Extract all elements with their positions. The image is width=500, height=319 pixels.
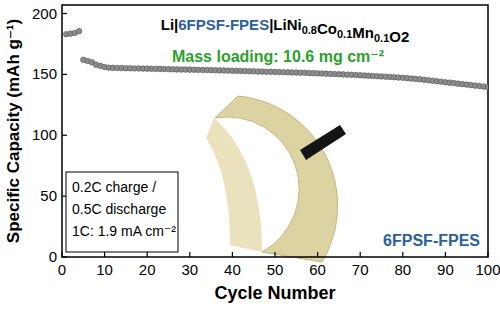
x-tick-label: 60 xyxy=(309,261,326,278)
photo xyxy=(206,96,346,262)
annotation: Mass loading: 10.6 mg cm⁻² xyxy=(172,48,384,65)
title-sub: 0.1 xyxy=(374,32,389,44)
annotation: 0.5C discharge xyxy=(72,201,166,217)
title-part: Mn xyxy=(352,24,374,41)
points xyxy=(63,28,488,90)
x-tick-label: 0 xyxy=(58,261,66,278)
chart: 0 10 20 30 40 50 60 70 80 90 100 0 50 100 150 200 Cycle … xyxy=(0,0,500,319)
title-part: Li xyxy=(161,16,174,33)
membrane-fold xyxy=(206,118,262,252)
x-tick xyxy=(61,252,62,257)
y-tick-label: 100 xyxy=(32,126,57,143)
y-tick-label: 150 xyxy=(32,65,57,82)
x-tick-label: 90 xyxy=(437,261,454,278)
y-tick-label: 200 xyxy=(32,5,57,22)
x-tick-label: 20 xyxy=(139,261,156,278)
condition-box xyxy=(66,172,178,252)
x-axis-label: Cycle Number xyxy=(214,283,335,303)
x-tick-label: 50 xyxy=(267,261,284,278)
title-part: 6FPSF-FPES xyxy=(178,16,269,33)
title-sub: 0.8 xyxy=(302,24,317,36)
plot-frame xyxy=(62,5,488,257)
title: Li|6FPSF-FPES|LiNi0.8Co0.1Mn0.1O2 xyxy=(161,16,410,45)
x-tick-label: 80 xyxy=(394,261,411,278)
title-part: O2 xyxy=(389,28,409,45)
x-tick xyxy=(147,252,148,257)
x-tick xyxy=(274,252,275,257)
y-tick xyxy=(62,256,67,257)
y-axis-label: Specific Capacity (mAh g⁻¹) xyxy=(4,19,23,243)
y-tick xyxy=(62,13,67,14)
y-tick xyxy=(62,135,67,136)
tweezers xyxy=(300,125,346,160)
x-tick xyxy=(487,252,488,257)
annotation: 1C: 1.9 mA cm⁻² xyxy=(72,223,176,239)
x-tick xyxy=(232,252,233,257)
series-label: 6FPSF-FPES xyxy=(383,232,480,249)
title-part: LiNi xyxy=(273,16,301,33)
x-tick xyxy=(360,252,361,257)
x-tick-label: 100 xyxy=(475,261,500,278)
x-tick xyxy=(445,252,446,257)
x-tick xyxy=(189,252,190,257)
x-tick-label: 40 xyxy=(224,261,241,278)
y-tick-label: 50 xyxy=(40,187,57,204)
x-tick-label: 70 xyxy=(352,261,369,278)
x-tick xyxy=(104,252,105,257)
title-part: Co xyxy=(317,20,337,37)
data-point xyxy=(76,28,82,34)
x-tick-label: 30 xyxy=(181,261,198,278)
annotation: 0.2C charge / xyxy=(72,179,156,195)
x-tick-label: 10 xyxy=(96,261,113,278)
x-tick xyxy=(402,252,403,257)
title-sub: 0.1 xyxy=(337,28,352,40)
data-point xyxy=(485,84,488,90)
y-tick xyxy=(62,74,67,75)
y-tick-label: 0 xyxy=(49,248,57,265)
x-tick xyxy=(317,252,318,257)
